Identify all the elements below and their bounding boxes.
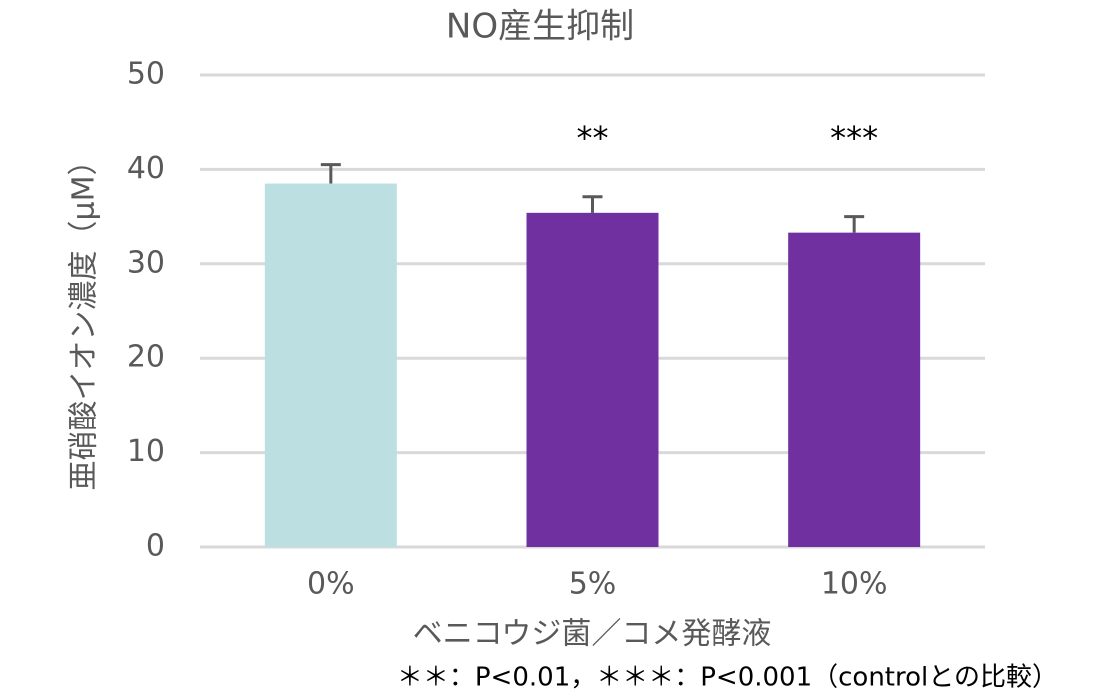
y-tick-label: 10	[127, 434, 165, 469]
significance-label: **	[577, 119, 609, 157]
x-axis-label: ベニコウジ菌／コメ発酵液	[413, 617, 772, 652]
y-tick-label: 20	[127, 340, 165, 375]
x-tick-label: 0%	[307, 567, 355, 602]
footnote: ＊＊：P<0.01，＊＊＊：P<0.001（controlとの比較）	[397, 663, 1058, 693]
bar	[788, 232, 921, 547]
y-tick-label: 30	[127, 245, 165, 280]
x-tick-label: 10%	[821, 567, 888, 602]
error-bar	[320, 163, 341, 184]
significance-label: ***	[830, 119, 878, 157]
y-tick-label: 50	[127, 57, 165, 92]
y-tick-label: 40	[127, 151, 165, 186]
y-axis-label: 亜硝酸イオン濃度（μM）	[67, 146, 102, 491]
error-bar	[844, 215, 865, 233]
error-bar	[582, 195, 603, 213]
bar	[526, 212, 659, 547]
y-tick-label: 0	[146, 529, 165, 564]
chart-title: NO産生抑制	[446, 7, 634, 47]
x-tick-label: 5%	[569, 567, 617, 602]
bar	[264, 183, 397, 547]
